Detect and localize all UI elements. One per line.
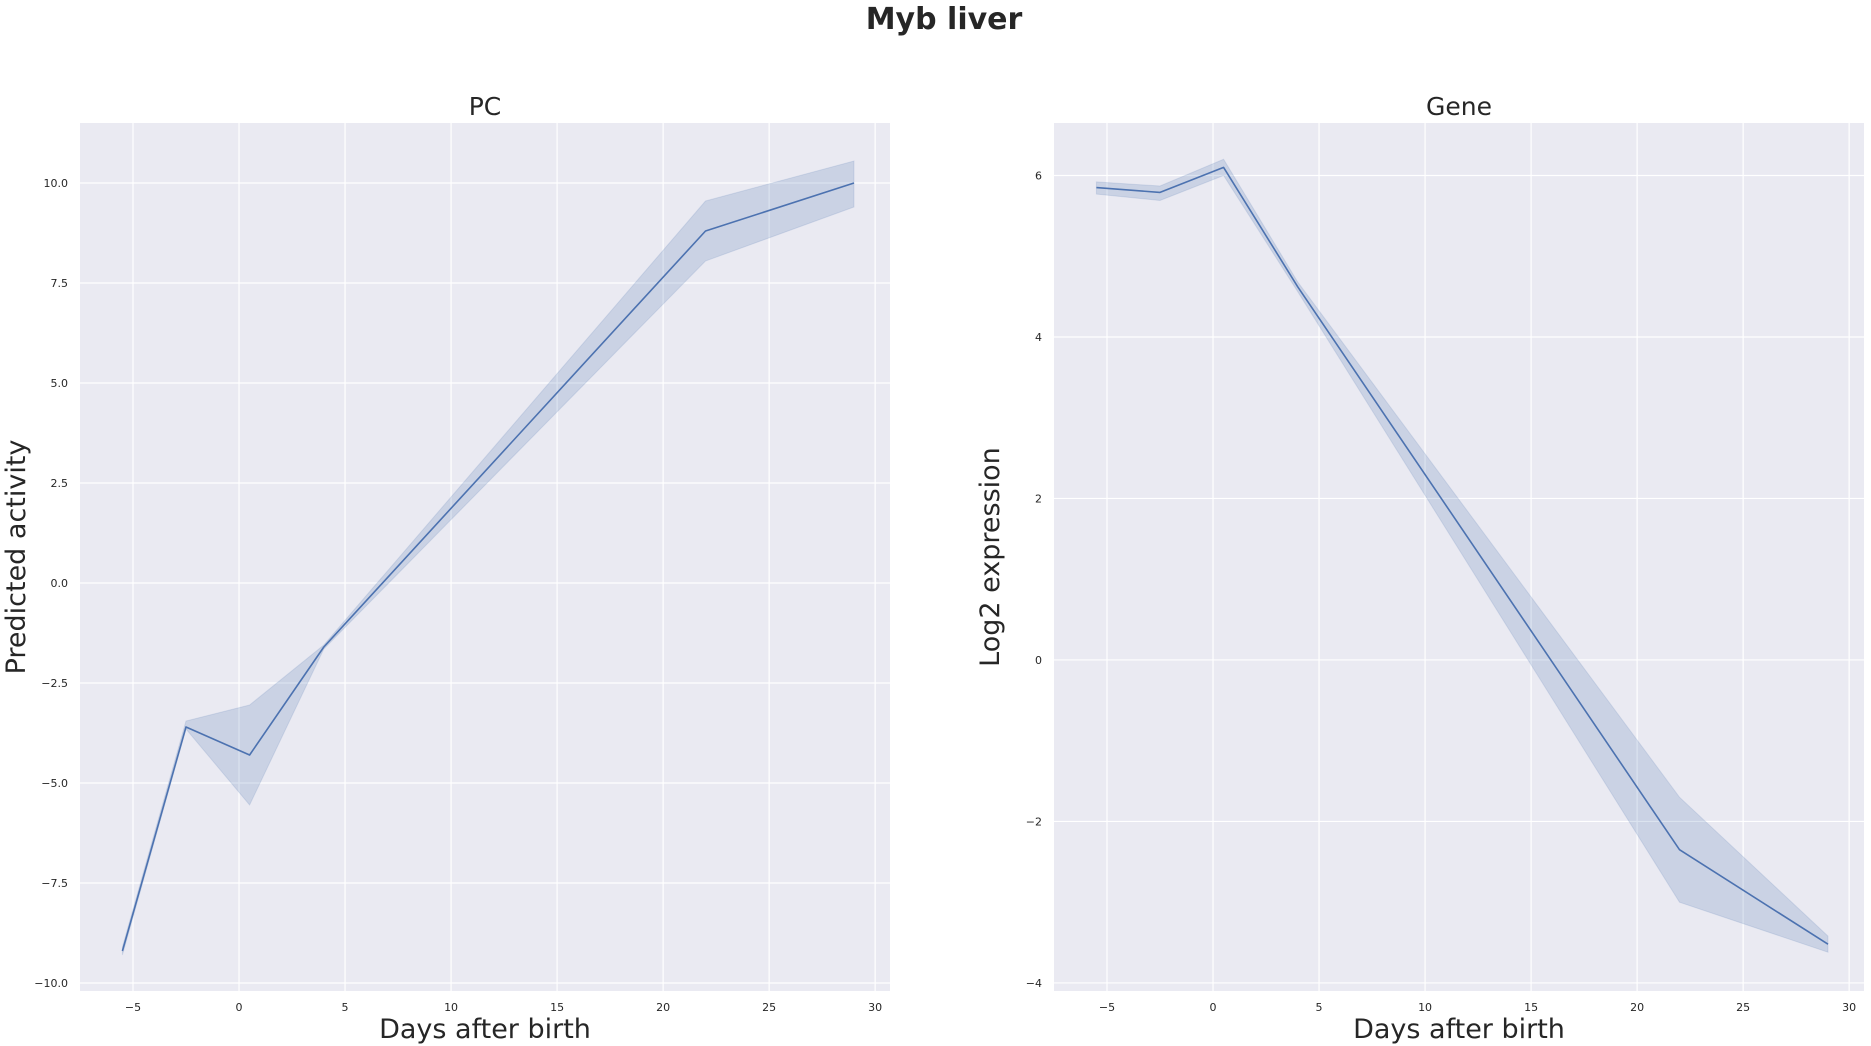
series-line xyxy=(1096,166,1829,945)
x-tick-label: 15 xyxy=(550,1001,564,1014)
x-tick-label: 20 xyxy=(656,1001,670,1014)
y-tick-label: 10.0 xyxy=(44,177,69,190)
y-tick-labels: −10.0 −7.5 −5.0 −2.5 0.0 2.5 5.0 7.5 10.0 xyxy=(34,177,68,990)
x-tick-label: 10 xyxy=(444,1001,458,1014)
x-tick-label: 0 xyxy=(236,1001,243,1014)
y-tick-label: 0.0 xyxy=(51,577,69,590)
y-tick-label: 6 xyxy=(1035,169,1042,182)
figure-title: Myb liver xyxy=(866,2,1023,37)
x-tick-label: 0 xyxy=(1210,1001,1217,1014)
y-tick-label: −4 xyxy=(1026,977,1042,990)
plot-area xyxy=(80,123,890,991)
x-tick-label: −5 xyxy=(125,1001,141,1014)
x-tick-labels: −5 0 5 10 15 20 25 30 xyxy=(125,1001,882,1014)
y-axis-label: Log2 expression xyxy=(975,447,1006,667)
x-gridlines xyxy=(132,123,876,991)
chart-title: PC xyxy=(469,92,502,121)
x-axis-label: Days after birth xyxy=(1353,1014,1565,1045)
y-tick-label: −2.5 xyxy=(41,677,68,690)
y-tick-label: −5.0 xyxy=(41,777,68,790)
x-tick-label: 30 xyxy=(1842,1001,1856,1014)
x-tick-label: 25 xyxy=(1736,1001,1750,1014)
x-tick-label: −5 xyxy=(1099,1001,1115,1014)
y-gridlines xyxy=(80,182,890,984)
y-axis-label: Predicted activity xyxy=(1,440,32,675)
x-tick-labels: −5 0 5 10 15 20 25 30 xyxy=(1099,1001,1856,1014)
y-tick-labels: −4 −2 0 2 4 6 xyxy=(1026,169,1042,989)
x-tick-label: 5 xyxy=(342,1001,349,1014)
series-line xyxy=(121,182,855,952)
chart-gene: −5 0 5 10 15 20 25 30 −4 −2 0 2 4 6 Gene Days after … xyxy=(975,92,1864,1045)
chart-pc: −5 0 5 10 15 20 25 30 −10.0 −7.5 −5.0 −2.5 0.0 2.5 5.… xyxy=(1,92,890,1045)
x-tick-label: 20 xyxy=(1630,1001,1644,1014)
y-tick-label: −10.0 xyxy=(34,977,68,990)
confidence-band xyxy=(1095,158,1829,953)
chart-title: Gene xyxy=(1426,92,1492,121)
y-tick-label: −2 xyxy=(1026,815,1042,828)
y-tick-label: 5.0 xyxy=(51,377,69,390)
y-tick-label: 2 xyxy=(1035,492,1042,505)
y-gridlines xyxy=(1054,174,1864,984)
x-tick-label: 30 xyxy=(868,1001,882,1014)
y-tick-label: 0 xyxy=(1035,654,1042,667)
y-tick-label: 4 xyxy=(1035,331,1042,344)
x-tick-label: 10 xyxy=(1418,1001,1432,1014)
x-tick-label: 25 xyxy=(762,1001,776,1014)
y-tick-label: 2.5 xyxy=(51,477,69,490)
plot-area xyxy=(1054,123,1864,991)
x-tick-label: 15 xyxy=(1524,1001,1538,1014)
y-tick-label: −7.5 xyxy=(41,877,68,890)
x-tick-label: 5 xyxy=(1316,1001,1323,1014)
x-gridlines xyxy=(1106,123,1850,991)
x-axis-label: Days after birth xyxy=(379,1014,591,1045)
y-tick-label: 7.5 xyxy=(51,277,69,290)
